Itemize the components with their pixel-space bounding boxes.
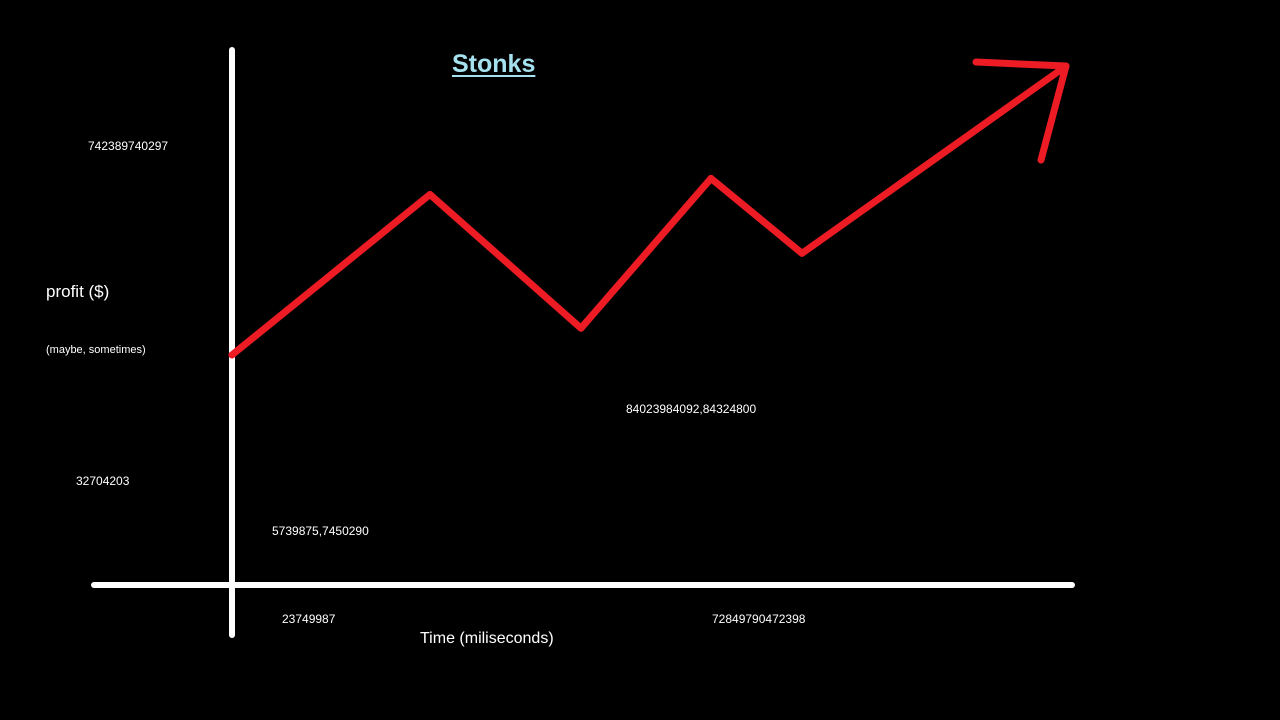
x-tick-label: 23749987 bbox=[282, 612, 336, 626]
y-axis-label: profit ($) bbox=[46, 282, 110, 301]
y-tick-label: 32704203 bbox=[76, 474, 130, 488]
data-point bbox=[426, 190, 434, 198]
series-layer bbox=[228, 58, 1070, 359]
y-tick-label: 742389740297 bbox=[88, 139, 169, 153]
chart-title: Stonks bbox=[452, 50, 536, 78]
data-annotation: 84023984092,84324800 bbox=[626, 402, 757, 416]
y-axis-label-note: (maybe, sometimes) bbox=[46, 344, 146, 356]
x-tick-label: 72849790472398 bbox=[712, 612, 806, 626]
data-point bbox=[228, 351, 236, 359]
data-point bbox=[707, 174, 715, 182]
data-annotation: 5739875,7450290 bbox=[272, 524, 369, 538]
arrow-head bbox=[972, 58, 1070, 164]
series-line bbox=[228, 62, 1070, 359]
x-axis-label: Time (miliseconds) bbox=[420, 630, 554, 647]
data-point bbox=[577, 324, 585, 332]
data-point bbox=[798, 249, 806, 257]
